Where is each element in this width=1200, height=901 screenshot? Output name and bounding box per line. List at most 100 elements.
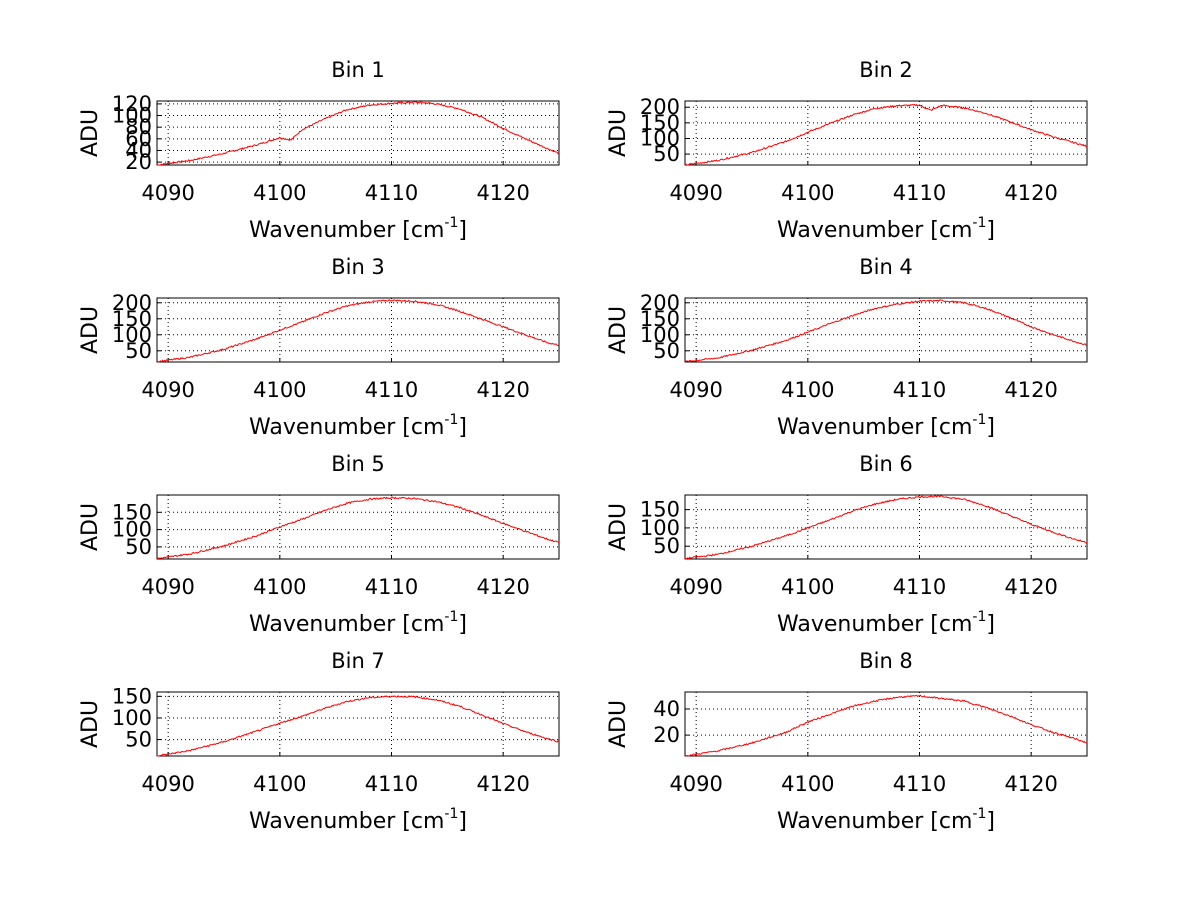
x-tick-label: 4120 [476,378,529,402]
x-tick-label: 4090 [669,575,722,599]
subplot-title: Bin 7 [331,649,385,673]
y-tick-label: 200 [640,95,680,119]
x-axis-label-text: Wavenumber [cm [777,612,972,637]
x-tick-label: 4100 [253,378,306,402]
y-tick-label: 100 [640,126,680,150]
x-axis-label: Wavenumber [cm-1] [249,215,467,243]
x-axis-label-close: ] [986,218,995,243]
x-axis-label-text: Wavenumber [cm [777,809,972,834]
y-tick-label: 100 [112,323,152,347]
x-axis-label: Wavenumber [cm-1] [249,609,467,637]
axes-box [684,297,1088,363]
x-axis-label-superscript: -1 [444,412,458,428]
y-tick-label: 100 [112,104,152,128]
y-tick-label: 50 [125,728,152,752]
x-tick-label: 4090 [669,378,722,402]
x-tick-label: 4100 [781,378,834,402]
x-tick-label: 4100 [253,575,306,599]
y-tick-label: 100 [640,323,680,347]
x-axis-label-close: ] [986,809,995,834]
x-axis-label-superscript: -1 [444,609,458,625]
axes-box [156,100,560,166]
x-axis-label: Wavenumber [cm-1] [777,806,995,834]
x-axis-label-superscript: -1 [972,215,986,231]
x-axis-label-close: ] [458,218,467,243]
y-axis-label: ADU [606,306,631,354]
axes-box [156,297,560,363]
subplot-title: Bin 1 [331,58,385,82]
y-tick-label: 80 [125,115,152,139]
x-tick-label: 4120 [1004,378,1057,402]
y-tick-label: 150 [112,307,152,331]
y-axis-label: ADU [606,700,631,748]
y-tick-label: 50 [653,142,680,166]
y-tick-label: 150 [640,307,680,331]
y-tick-label: 120 [112,92,152,116]
y-tick-label: 150 [640,111,680,135]
x-tick-label: 4100 [253,181,306,205]
x-tick-label: 4110 [365,772,418,796]
y-axis-label: ADU [78,306,103,354]
spectrum-line [156,496,560,560]
y-tick-label: 40 [125,138,152,162]
y-tick-label: 60 [125,127,152,151]
y-tick-label: 150 [640,498,680,522]
x-tick-label: 4110 [365,181,418,205]
y-tick-label: 150 [112,684,152,708]
y-tick-label: 20 [125,150,152,174]
x-tick-label: 4090 [141,772,194,796]
x-tick-label: 4110 [893,772,946,796]
y-tick-label: 40 [653,697,680,721]
x-axis-label-text: Wavenumber [cm [249,809,444,834]
x-tick-label: 4110 [893,181,946,205]
x-axis-label-superscript: -1 [444,806,458,822]
x-tick-label: 4120 [476,772,529,796]
x-axis-label-text: Wavenumber [cm [777,218,972,243]
y-tick-label: 50 [653,339,680,363]
y-tick-label: 20 [653,723,680,747]
y-tick-label: 100 [112,706,152,730]
y-axis-label: ADU [78,503,103,551]
x-axis-label-text: Wavenumber [cm [249,218,444,243]
x-axis-label-superscript: -1 [972,806,986,822]
x-tick-label: 4120 [476,181,529,205]
x-tick-label: 4110 [893,575,946,599]
subplot-title: Bin 2 [859,58,913,82]
x-axis-label-close: ] [458,612,467,637]
axes-box [156,494,560,560]
spectrum-line [157,695,560,757]
x-axis-label-superscript: -1 [972,609,986,625]
y-tick-label: 100 [112,518,152,542]
y-tick-label: 150 [112,500,152,524]
x-axis-label: Wavenumber [cm-1] [249,412,467,440]
subplot-title: Bin 4 [859,255,913,279]
x-axis-label: Wavenumber [cm-1] [249,806,467,834]
x-axis-label-close: ] [986,415,995,440]
spectrum-line [156,100,560,166]
spectrum-line [156,299,560,363]
x-tick-label: 4120 [1004,181,1057,205]
axes-box [156,691,560,757]
x-axis-label-text: Wavenumber [cm [249,612,444,637]
y-tick-label: 50 [125,339,152,363]
x-tick-label: 4100 [253,772,306,796]
x-axis-label-close: ] [458,809,467,834]
x-tick-label: 4110 [365,378,418,402]
y-tick-label: 200 [640,291,680,315]
axes-box [684,691,1088,757]
spectrum-line [684,299,1088,363]
x-axis-label: Wavenumber [cm-1] [777,215,995,243]
x-tick-label: 4110 [893,378,946,402]
subplot-title: Bin 3 [331,255,385,279]
x-tick-label: 4090 [141,378,194,402]
x-axis-label-text: Wavenumber [cm [777,415,972,440]
